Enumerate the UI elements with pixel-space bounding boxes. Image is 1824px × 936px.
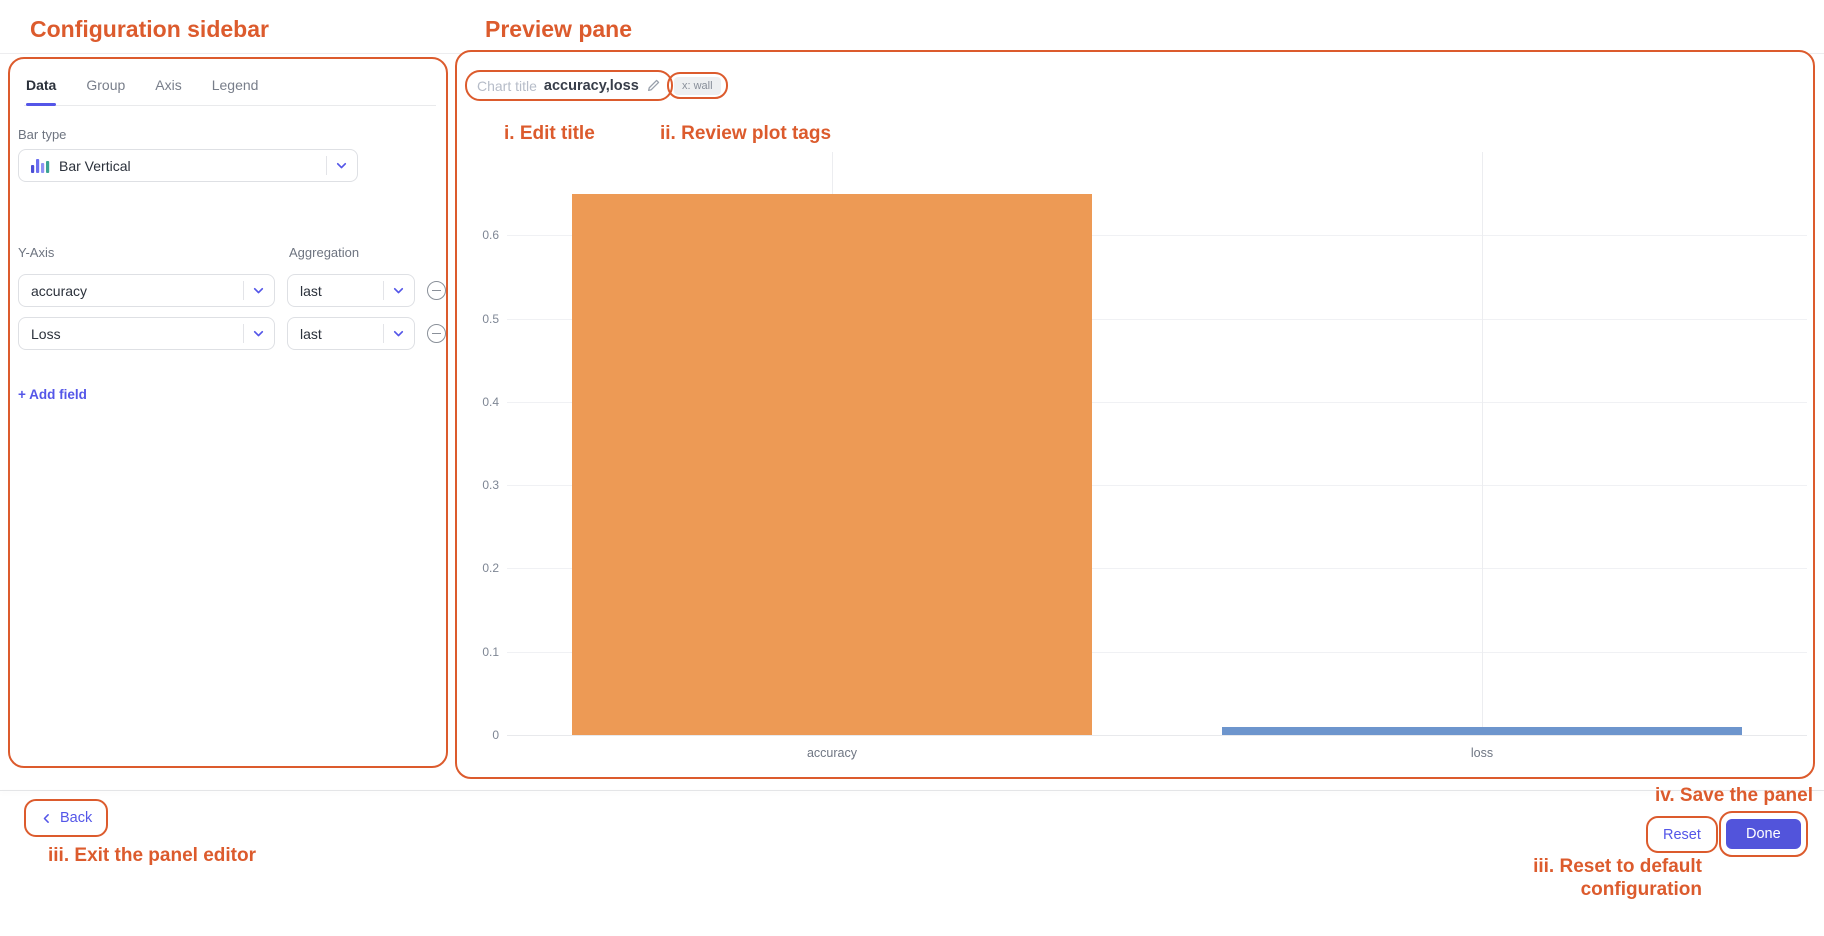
chart-title-placeholder: Chart title: [477, 77, 537, 94]
select-divider: [243, 324, 244, 343]
y-axis-tick-label: 0.5: [482, 311, 499, 326]
plot-tag[interactable]: x: wall: [674, 76, 721, 95]
sidebar-tabs-bar: Data Group Axis Legend: [24, 77, 436, 106]
sidebar-tabs: Data Group Axis Legend: [24, 77, 436, 106]
aggregation-select[interactable]: last: [287, 274, 415, 307]
y-axis-tick-label: 0.4: [482, 394, 499, 409]
y-axis-metric-select[interactable]: Loss: [18, 317, 275, 350]
y-axis-label: Y-Axis: [18, 245, 55, 260]
footer-divider: [0, 790, 1824, 791]
select-divider: [326, 156, 327, 175]
tab-axis[interactable]: Axis: [155, 77, 182, 93]
bar-loss: [1222, 726, 1742, 735]
chevron-down-icon: [253, 287, 264, 294]
annotation-box-done: Done: [1719, 811, 1808, 857]
annotation-box-back: Back: [24, 799, 109, 837]
back-button-label: Back: [60, 810, 93, 826]
tab-data[interactable]: Data: [26, 77, 57, 106]
tab-legend[interactable]: Legend: [211, 77, 259, 93]
tab-group[interactable]: Group: [86, 77, 126, 93]
metric-value: Loss: [31, 325, 61, 342]
y-axis-field-row: Loss last: [10, 317, 450, 350]
metric-value: accuracy: [31, 282, 88, 299]
preview-pane: Chart title accuracy,loss x: wall i. Edi…: [455, 50, 1815, 779]
annotation-reset-config-line2: configuration: [1580, 879, 1702, 900]
gridline-horizontal: [507, 651, 1807, 653]
chevron-down-icon: [393, 330, 404, 337]
gridline-horizontal: [507, 485, 1807, 487]
chart-title-value[interactable]: accuracy,loss: [543, 77, 639, 94]
y-axis-metric-select[interactable]: accuracy: [18, 274, 275, 307]
annotation-edit-title: i. Edit title: [504, 123, 595, 144]
gridline-horizontal: [507, 735, 1807, 736]
remove-field-button minus-circle-icon[interactable]: [427, 324, 446, 343]
gridline-vertical: [1482, 152, 1483, 735]
reset-button[interactable]: Reset: [1653, 822, 1711, 848]
annotation-box-reset: Reset: [1646, 816, 1718, 853]
bar-accuracy: [572, 193, 1092, 735]
x-axis-category-label: loss: [1470, 746, 1494, 760]
annotation-exit-editor: iii. Exit the panel editor: [48, 845, 256, 866]
bar-chart: 0 0.1 0.2 0.3 0.4 0.5 0.6 accuracy loss: [482, 152, 1807, 760]
aggregation-value: last: [300, 325, 322, 342]
annotation-box-chart-title: Chart title accuracy,loss: [465, 70, 673, 101]
select-divider: [243, 281, 244, 300]
select-divider: [383, 324, 384, 343]
gridline-horizontal: [507, 235, 1807, 237]
annotation-review-tags: ii. Review plot tags: [660, 123, 832, 144]
chevron-down-icon: [253, 330, 264, 337]
bar-type-select[interactable]: Bar Vertical: [18, 149, 358, 182]
bar-type-label: Bar type: [18, 127, 67, 142]
aggregation-select[interactable]: last: [287, 317, 415, 350]
annotation-reset-config-line1: iii. Reset to default: [1533, 856, 1702, 877]
aggregation-value: last: [300, 282, 322, 299]
aggregation-label: Aggregation: [289, 245, 360, 260]
gridline-horizontal: [507, 318, 1807, 320]
y-axis-field-row: accuracy last: [10, 274, 450, 307]
chevron-down-icon: [393, 287, 404, 294]
chevron-down-icon: [336, 162, 347, 169]
done-button[interactable]: Done: [1726, 819, 1801, 849]
gridline-horizontal: [507, 568, 1807, 570]
pencil-icon[interactable]: [646, 78, 661, 93]
y-axis-tick-label: 0.2: [482, 561, 499, 576]
x-axis-category-label: accuracy: [806, 746, 858, 760]
y-axis-tick-label: 0.3: [482, 478, 499, 493]
bar-type-value: Bar Vertical: [59, 157, 131, 174]
y-axis-tick-label: 0.1: [482, 644, 499, 659]
select-divider: [383, 281, 384, 300]
annotation-save-panel: iv. Save the panel: [1654, 785, 1813, 806]
gridline-horizontal: [507, 401, 1807, 403]
annotation-configuration-sidebar: Configuration sidebar: [30, 16, 269, 42]
chevron-left-icon: [43, 813, 49, 823]
bar-vertical-icon: [31, 159, 50, 173]
add-field-button[interactable]: + Add field: [18, 387, 87, 402]
configuration-sidebar: Data Group Axis Legend Bar type Bar Vertica…: [8, 57, 448, 768]
y-axis-tick-label: 0: [492, 728, 499, 742]
remove-field-button minus-circle-icon[interactable]: [427, 281, 446, 300]
y-axis-tick-label: 0.6: [482, 228, 499, 243]
back-button[interactable]: Back: [32, 804, 100, 832]
annotation-box-plot-tag: x: wall: [667, 72, 728, 99]
annotation-preview-pane: Preview pane: [485, 16, 633, 42]
annotation-reset-config: iii. Reset to default configuration: [1533, 855, 1702, 901]
